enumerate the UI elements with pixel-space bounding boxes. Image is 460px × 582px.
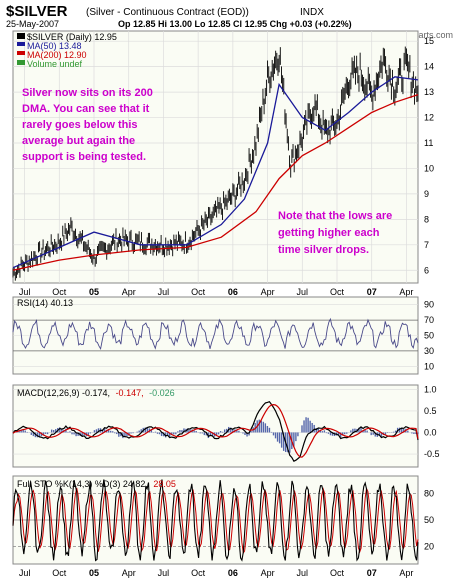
x-tick-label: Oct bbox=[191, 287, 206, 297]
x-tick-label: Oct bbox=[52, 287, 67, 297]
rsi-tick-label: 30 bbox=[424, 346, 434, 356]
x-tick-label: Oct bbox=[330, 287, 345, 297]
price-legend: $SILVER (Daily) 12.95 MA(50) 13.48 MA(20… bbox=[17, 32, 117, 69]
x-tick-label: 06 bbox=[228, 287, 238, 297]
annotation-1-line-5: support is being tested. bbox=[22, 151, 146, 163]
legend-swatch-ma200 bbox=[17, 51, 25, 55]
rsi-tick-label: 10 bbox=[424, 361, 434, 371]
legend-ma200: MA(200) 12.90 bbox=[27, 50, 87, 60]
date: 25-May-2007 bbox=[6, 19, 59, 29]
legend-ma50: MA(50) 13.48 bbox=[27, 41, 82, 51]
sto-tick-label: 20 bbox=[424, 541, 434, 551]
x-tick-label: 07 bbox=[367, 568, 377, 578]
macd-label: MACD(12,26,9) -0.174, -0.147, -0.026 bbox=[17, 388, 175, 398]
macd-signal-line bbox=[12, 403, 419, 458]
macd-label-prefix: MACD(12,26,9) -0.174, bbox=[17, 388, 110, 398]
sto-tick-label: 50 bbox=[424, 515, 434, 525]
rsi-tick-label: 70 bbox=[424, 315, 434, 325]
rsi-label: RSI(14) 40.13 bbox=[17, 298, 73, 308]
x-axis-top: Jul Oct 05 Apr Jul Oct 06 Apr Jul Oct 07 Apr bbox=[19, 287, 414, 297]
quote: Op 12.85 Hi 13.00 Lo 12.85 Cl 12.95 Chg … bbox=[118, 19, 352, 29]
macd-label-hist: -0.026 bbox=[149, 388, 175, 398]
price-tick-label: 8 bbox=[424, 214, 429, 224]
annotation-2-line-2: getting higher each bbox=[278, 227, 380, 239]
rsi-line bbox=[12, 317, 419, 351]
annotation-1-line-3: rarely goes below this bbox=[22, 119, 138, 131]
annotation-2-line-1: Note that the lows are bbox=[278, 210, 392, 222]
x-tick-label: Jul bbox=[297, 568, 309, 578]
price-grid bbox=[13, 31, 418, 283]
ma50-line bbox=[12, 76, 419, 269]
x-tick-label: Jul bbox=[19, 287, 31, 297]
price-tick-label: 10 bbox=[424, 163, 434, 173]
x-tick-label: 05 bbox=[89, 568, 99, 578]
x-tick-label: Apr bbox=[122, 568, 136, 578]
price-series bbox=[12, 46, 419, 281]
price-tick-label: 13 bbox=[424, 87, 434, 97]
sto-label-prefix: Full STO %K(14,3) %D(3) 24.82, bbox=[17, 479, 148, 489]
sto-series bbox=[12, 479, 419, 562]
price-tick-label: 11 bbox=[424, 138, 433, 148]
macd-label-signal: -0.147, bbox=[116, 388, 144, 398]
exchange: INDX bbox=[300, 7, 324, 18]
annotation-1-line-1: Silver now sits on its 200 bbox=[22, 87, 153, 99]
macd-tick-label: 0.0 bbox=[424, 427, 437, 437]
sto-label: Full STO %K(14,3) %D(3) 24.82, 28.05 bbox=[17, 479, 176, 489]
annotation-200dma: Silver now sits on its 200 DMA. You can … bbox=[22, 87, 153, 163]
legend-swatch-silver bbox=[17, 33, 25, 39]
price-y-axis: 6 7 8 9 10 11 12 13 14 15 bbox=[424, 36, 434, 275]
x-tick-label: Oct bbox=[191, 568, 206, 578]
annotation-higher-lows: Note that the lows are getting higher ea… bbox=[278, 210, 392, 256]
macd-series bbox=[12, 400, 419, 462]
x-tick-label: Jul bbox=[19, 568, 31, 578]
x-tick-label: Apr bbox=[261, 287, 275, 297]
price-tick-label: 12 bbox=[424, 113, 434, 123]
x-tick-label: Jul bbox=[158, 568, 170, 578]
x-tick-label: Oct bbox=[52, 568, 67, 578]
legend-swatch-ma50 bbox=[17, 42, 25, 46]
annotation-1-line-4: average but again the bbox=[22, 135, 135, 147]
macd-tick-label: 1.0 bbox=[424, 384, 437, 394]
price-tick-label: 7 bbox=[424, 240, 429, 250]
rsi-tick-label: 50 bbox=[424, 331, 434, 341]
legend-volume: Volume undef bbox=[27, 59, 83, 69]
ma200-line bbox=[12, 93, 419, 271]
x-tick-label: Jul bbox=[158, 287, 170, 297]
description: (Silver - Continuous Contract (EOD)) bbox=[86, 7, 249, 18]
price-tick-label: 15 bbox=[424, 36, 434, 46]
x-tick-label: Apr bbox=[261, 568, 275, 578]
macd-panel bbox=[12, 384, 419, 468]
legend-swatch-volume bbox=[17, 60, 25, 65]
x-tick-label: Apr bbox=[399, 568, 413, 578]
x-tick-label: Apr bbox=[122, 287, 136, 297]
rsi-series bbox=[12, 317, 419, 351]
sto-tick-label: 80 bbox=[424, 489, 434, 499]
macd-tick-label: 0.5 bbox=[424, 406, 437, 416]
price-tick-label: 6 bbox=[424, 265, 429, 275]
price-tick-label: 14 bbox=[424, 62, 434, 72]
rsi-tick-label: 90 bbox=[424, 300, 434, 310]
x-axis-bottom: Jul Oct 05 Apr Jul Oct 06 Apr Jul Oct 07 Apr bbox=[19, 568, 414, 578]
x-tick-label: Apr bbox=[399, 287, 413, 297]
macd-line bbox=[12, 400, 419, 462]
x-tick-label: 07 bbox=[367, 287, 377, 297]
sto-k-line bbox=[12, 479, 419, 562]
price-tick-label: 9 bbox=[424, 189, 429, 199]
legend-silver: $SILVER (Daily) 12.95 bbox=[27, 32, 117, 42]
x-tick-label: Jul bbox=[297, 287, 309, 297]
x-tick-label: Oct bbox=[330, 568, 345, 578]
symbol: $SILVER bbox=[6, 3, 68, 20]
x-tick-label: 05 bbox=[89, 287, 99, 297]
annotation-2-line-3: time silver drops. bbox=[278, 244, 369, 256]
sto-d-line bbox=[12, 486, 419, 555]
sto-label-d: 28.05 bbox=[153, 479, 176, 489]
x-tick-label: 06 bbox=[228, 568, 238, 578]
annotation-1-line-2: DMA. You can see that it bbox=[22, 103, 150, 115]
rsi-grid: 90 70 50 30 10 bbox=[13, 300, 434, 371]
macd-tick-label: -0.5 bbox=[424, 449, 440, 459]
